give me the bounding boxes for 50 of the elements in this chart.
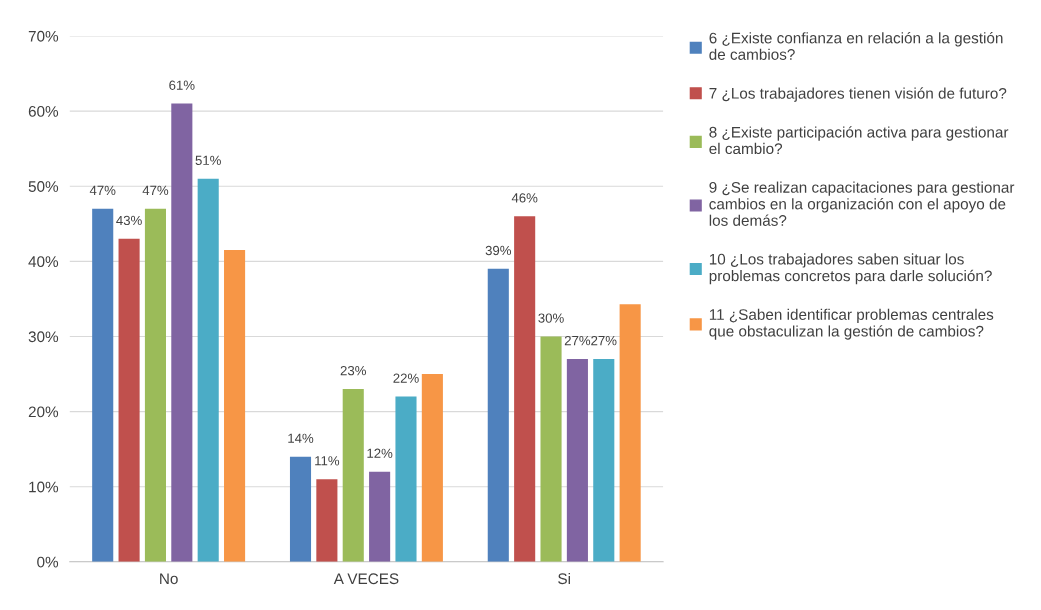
y-tick-label: 30% [28, 331, 59, 343]
bar [540, 336, 562, 562]
data-label: 46% [511, 193, 538, 203]
data-label: 47% [142, 185, 169, 195]
data-label: 43% [116, 215, 142, 226]
bar [197, 178, 219, 562]
legend-label: 7 ¿Los trabajadores tienen visión de futuro? [709, 87, 1007, 102]
bar [566, 358, 588, 562]
x-tick-label: No [160, 573, 178, 585]
bar [144, 208, 166, 562]
y-tick-label: 40% [28, 256, 59, 268]
legend-label: 11 ¿Saben identificar problemas centrales que obstaculizan la gestión de cambios? [709, 308, 994, 340]
data-label: 12% [367, 448, 393, 458]
data-label: 22% [393, 373, 419, 383]
x-tick-label: A VECES [333, 573, 399, 585]
legend-label: 8 ¿Existe participación activa para gestionar el cambio? [709, 126, 1009, 155]
bar [171, 103, 193, 562]
y-tick-label: 70% [28, 30, 59, 42]
y-tick-label: 50% [28, 181, 59, 192]
data-label: 27% [591, 335, 617, 346]
legend-label: 10 ¿Los trabajadores saben situar los problemas concretos para darle solución? [709, 253, 992, 285]
data-label: 30% [538, 313, 564, 323]
data-label: 23% [340, 365, 366, 376]
bar [342, 389, 364, 562]
data-label: 51% [195, 155, 221, 165]
bar [369, 471, 391, 562]
bar [92, 208, 114, 562]
legend-label: 9 ¿Se realizan capacitaciones para gestionar cambios en la organización con el apoyo de los demás? [709, 181, 1015, 226]
bar [316, 479, 338, 562]
bar [593, 358, 615, 562]
data-label: 61% [169, 80, 195, 90]
y-tick-label: 0% [37, 556, 59, 568]
data-label: 47% [89, 185, 116, 195]
bar [395, 396, 417, 562]
bar [421, 374, 443, 562]
bar [514, 216, 536, 562]
legend-label: 6 ¿Existe confianza en relación a la gestión de cambios? [709, 32, 1003, 60]
x-tick-label: Si [558, 572, 570, 585]
bar [619, 304, 641, 562]
bar [118, 238, 140, 562]
data-label: 11% [315, 456, 340, 466]
data-label: 39% [485, 245, 512, 256]
bar [224, 250, 246, 562]
y-tick-label: 20% [28, 406, 59, 418]
bar [289, 456, 312, 562]
bar [487, 268, 509, 562]
data-label: 14% [288, 433, 314, 443]
y-tick-label: 10% [29, 481, 59, 493]
y-tick-label: 60% [28, 105, 59, 117]
data-label: 27% [564, 335, 591, 346]
